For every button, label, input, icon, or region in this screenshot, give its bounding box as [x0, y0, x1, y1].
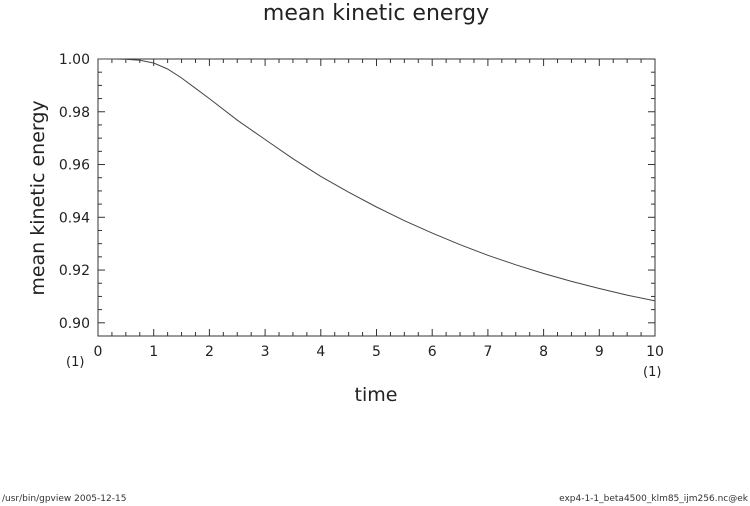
series-line — [98, 58, 656, 302]
x-unit-label-right: (1) — [643, 365, 661, 380]
y-tick-label: 0.98 — [59, 105, 90, 121]
x-tick-label: 6 — [428, 344, 437, 360]
y-tick-label: 0.92 — [59, 263, 90, 279]
axis-ticks — [97, 58, 656, 337]
x-tick-labels: 0 1 2 3 4 5 6 7 8 9 10 — [94, 344, 664, 360]
y-tick-label: 0.90 — [59, 316, 90, 332]
chart-title: mean kinetic energy — [263, 1, 489, 26]
x-tick-label: 3 — [261, 344, 270, 360]
x-tick-label: 1 — [149, 344, 158, 360]
y-axis-label: mean kinetic energy — [27, 100, 49, 295]
x-axis-label: time — [355, 384, 398, 406]
x-tick-label: 5 — [372, 344, 381, 360]
x-tick-label: 2 — [205, 344, 214, 360]
x-tick-label: 10 — [646, 344, 664, 360]
x-tick-label: 9 — [595, 344, 604, 360]
y-tick-label: 1.00 — [59, 52, 90, 68]
series-layer — [98, 58, 656, 302]
footer-left: /usr/bin/gpview 2005-12-15 — [2, 494, 127, 504]
x-tick-label: 0 — [94, 344, 103, 360]
x-unit-label-left: (1) — [66, 355, 84, 370]
y-tick-label: 0.96 — [59, 158, 90, 174]
footer-right: exp4-1-1_beta4500_klm85_ijm256.nc@ek — [559, 494, 748, 504]
x-tick-label: 7 — [483, 344, 492, 360]
y-tick-label: 0.94 — [59, 210, 90, 226]
x-tick-label: 8 — [539, 344, 548, 360]
y-tick-labels: 0.90 0.92 0.94 0.96 0.98 1.00 — [59, 52, 90, 332]
plot-frame — [97, 58, 656, 337]
x-tick-label: 4 — [316, 344, 325, 360]
